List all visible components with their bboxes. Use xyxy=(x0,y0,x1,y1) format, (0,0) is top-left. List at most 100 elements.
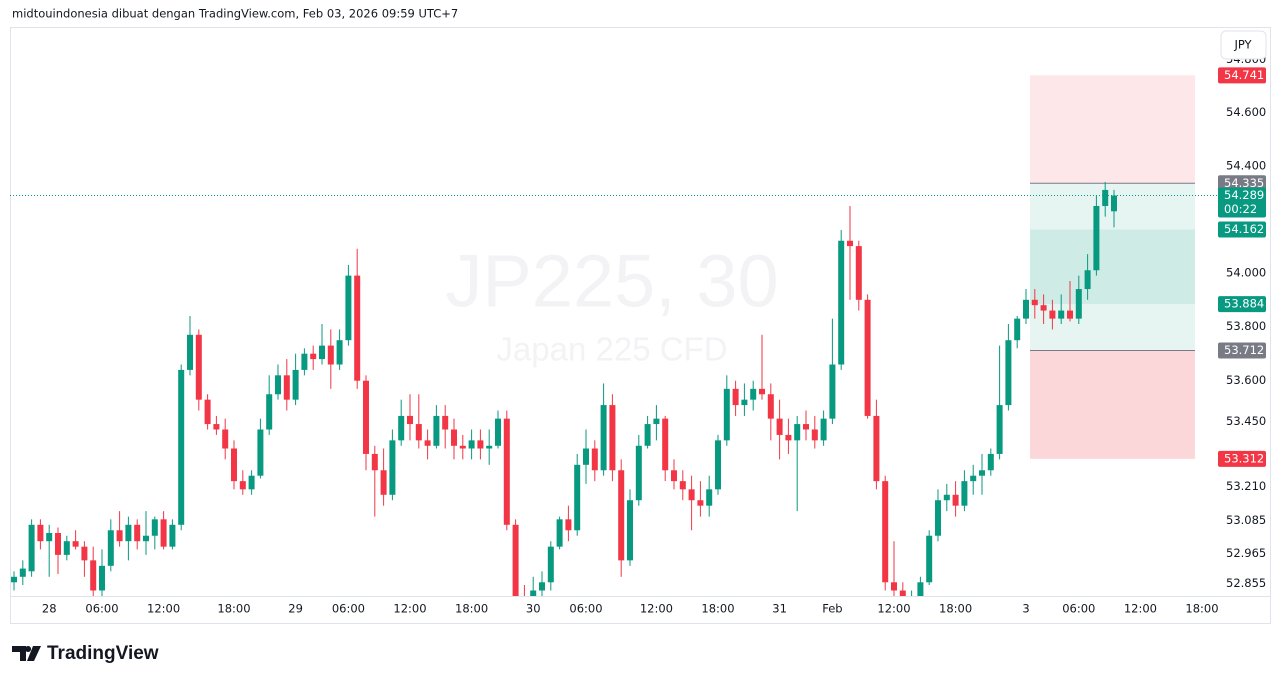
candle-body xyxy=(195,334,202,400)
watermark-title: JP225, 30 xyxy=(445,240,778,323)
candle-body xyxy=(486,445,493,449)
candle-body xyxy=(213,424,220,430)
candle-body xyxy=(741,399,748,406)
x-tick-label: 06:00 xyxy=(1062,602,1095,616)
x-tick-label: 29 xyxy=(288,602,303,616)
x-tick-label: 31 xyxy=(772,602,787,616)
price-label: 53.884 xyxy=(1224,297,1264,311)
candle-body xyxy=(371,453,378,471)
candle-body xyxy=(539,582,545,591)
candle-body xyxy=(767,394,774,419)
candle-body xyxy=(600,405,607,471)
x-tick-label: 12:00 xyxy=(147,602,180,616)
candle-body xyxy=(952,494,959,506)
candle-body xyxy=(222,429,229,449)
x-tick-label: 18:00 xyxy=(455,602,488,616)
candle-body xyxy=(283,375,290,400)
candle-body xyxy=(961,481,968,506)
y-tick-label: 54.000 xyxy=(1226,265,1266,279)
candle-body xyxy=(530,590,537,596)
x-tick-label: 18:00 xyxy=(939,602,972,616)
candle-body xyxy=(468,440,475,449)
x-tick-label: 18:00 xyxy=(701,602,734,616)
current-price: 54.289 xyxy=(1224,188,1264,202)
candle-body xyxy=(547,546,554,583)
x-tick-label: 06:00 xyxy=(332,602,365,616)
logo-text: TradingView xyxy=(47,643,159,664)
candle-body xyxy=(1014,318,1021,341)
candle-body xyxy=(706,489,713,506)
candle-body xyxy=(1102,189,1109,206)
frame xyxy=(10,27,1271,624)
candle-body xyxy=(847,240,853,247)
candle-body xyxy=(829,364,836,419)
candle-body xyxy=(565,519,572,531)
candle-body xyxy=(926,535,933,583)
candle-body xyxy=(380,470,387,495)
y-tick-label: 53.450 xyxy=(1226,414,1266,428)
candle-body xyxy=(55,532,61,555)
candle-body xyxy=(116,530,123,542)
candle-body xyxy=(609,405,616,471)
candle-body xyxy=(723,388,730,441)
candle-body xyxy=(451,429,457,446)
x-tick-label: Feb xyxy=(822,602,842,616)
candle-body xyxy=(1040,305,1047,311)
candle-body xyxy=(354,275,361,381)
candle-body xyxy=(239,481,246,490)
price-label-box xyxy=(1218,221,1266,238)
candle-body xyxy=(125,524,132,542)
price-label-box xyxy=(1218,296,1266,313)
candle-body xyxy=(627,500,633,561)
price-label-box xyxy=(1218,450,1266,467)
position-zone xyxy=(1030,75,1195,184)
candle-body xyxy=(28,524,35,572)
countdown: 00:22 xyxy=(1224,202,1257,216)
candle-body xyxy=(415,424,422,441)
x-tick-label: 12:00 xyxy=(1124,602,1157,616)
price-label-box xyxy=(1218,175,1266,192)
candle-body xyxy=(37,524,44,542)
candle-body xyxy=(204,399,211,425)
candle-body xyxy=(970,475,977,482)
y-tick-label: 52.855 xyxy=(1226,576,1266,590)
candle-body xyxy=(46,532,53,542)
candle-body xyxy=(574,464,581,531)
candle-body xyxy=(248,475,255,490)
candle-body xyxy=(715,440,721,490)
candle-body xyxy=(477,440,484,449)
candle-body xyxy=(160,519,167,547)
candle-body xyxy=(424,440,431,446)
y-tick-label: 53.085 xyxy=(1226,513,1266,527)
candle-body xyxy=(679,481,686,490)
currency-button[interactable] xyxy=(1220,30,1267,60)
currency[interactable]: JPY xyxy=(1233,38,1252,52)
candle-body xyxy=(266,394,273,430)
candle-body xyxy=(336,340,343,365)
candle-body xyxy=(433,415,440,446)
candle-body xyxy=(143,535,149,542)
candle-body xyxy=(583,448,589,465)
x-tick-label: 06:00 xyxy=(85,602,118,616)
candle-body xyxy=(319,345,325,360)
candle-body xyxy=(345,275,352,341)
candle-body xyxy=(820,418,827,441)
price-label: 54.741 xyxy=(1224,68,1264,82)
header: midtouindonesia dibuat dengan TradingVie… xyxy=(12,7,458,21)
price-axis: 54.80054.60054.40054.00053.80053.60053.4… xyxy=(1218,52,1266,590)
candle-body xyxy=(178,369,185,525)
candle-body xyxy=(1067,310,1073,319)
candle-body xyxy=(107,530,114,566)
candle-body xyxy=(187,334,193,370)
candle-body xyxy=(81,546,88,561)
candle-body xyxy=(943,494,950,501)
candle-body xyxy=(459,445,466,449)
x-tick-label: 30 xyxy=(526,602,541,616)
candle-body xyxy=(591,448,598,471)
candle-body xyxy=(996,405,1003,454)
y-tick-label: 53.210 xyxy=(1226,479,1266,493)
candle-body xyxy=(776,418,783,435)
candle-body xyxy=(151,519,158,536)
candle-body xyxy=(363,380,369,454)
